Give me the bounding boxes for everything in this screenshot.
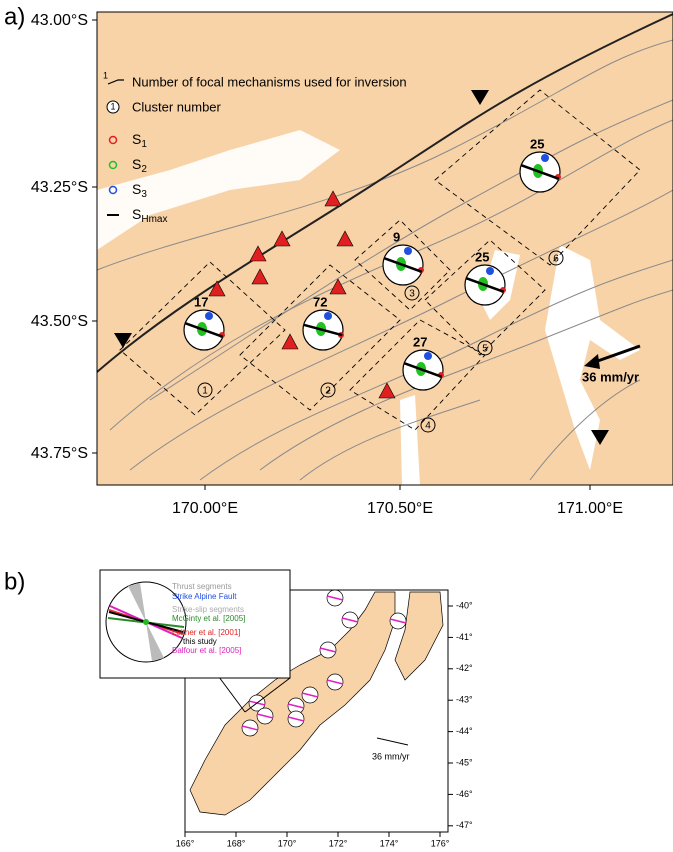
lon-tick-label: 166° (176, 838, 195, 848)
legend-sub: 1 (141, 139, 147, 150)
lon-tick-label: 168° (227, 838, 246, 848)
s3-cloud (541, 154, 549, 162)
panel-a: a) 17 1 72 2 9 3 27 4 25 5 25 6 (4, 3, 673, 517)
lat-tick-label: -46° (456, 789, 473, 799)
legend-text: Leitner et al. [2001] (172, 628, 241, 637)
lat-tick-label: 43.00°S (31, 12, 88, 29)
legend-text: Number of focal mechanisms used for inve… (132, 74, 407, 89)
lat-tick-label: 43.25°S (31, 179, 88, 196)
cluster-count: 9 (393, 229, 400, 244)
legend-text: Cluster number (132, 99, 222, 114)
cluster-number: 4 (425, 421, 431, 432)
lat-tick-label: -43° (456, 695, 473, 705)
legend-sub: Hmax (141, 214, 167, 225)
s3-cloud (324, 312, 332, 320)
s3-cloud (486, 267, 494, 275)
lat-tick-label: -44° (456, 726, 473, 736)
cluster-count: 72 (313, 294, 327, 309)
lon-tick-label: 170.00°E (172, 500, 238, 517)
lat-tick-label: -45° (456, 757, 473, 767)
legend-text: Strike-slip segments (172, 605, 244, 614)
lon-tick-label: 170.50°E (367, 500, 433, 517)
legend-main: S (132, 206, 141, 222)
lon-tick-label: 176° (431, 838, 450, 848)
legend-symbol-text: 1 (110, 101, 115, 111)
panel-label: b) (4, 568, 25, 595)
cluster-number: 5 (482, 344, 488, 355)
legend-text: McGinty et al. [2005] (172, 614, 245, 623)
figure: a) 17 1 72 2 9 3 27 4 25 5 25 6 (0, 0, 673, 852)
cluster-count: 25 (530, 136, 544, 151)
cluster-count: 25 (475, 249, 489, 264)
legend-text: Strike Alpine Fault (172, 592, 237, 601)
panel-label: a) (4, 3, 25, 30)
velocity-label: 36 mm/yr (372, 751, 410, 761)
legend-symbol-text: 1 (103, 70, 108, 80)
lat-tick-label: -40° (456, 600, 473, 610)
cluster-number: 1 (202, 386, 208, 397)
lat-tick-label: 43.50°S (31, 313, 88, 330)
s3-cloud (205, 312, 213, 320)
s3-cloud (404, 247, 412, 255)
legend-sub: 2 (141, 164, 147, 175)
lat-tick-label: -42° (456, 663, 473, 673)
lon-tick-label: 172° (329, 838, 348, 848)
lat-tick-label: -47° (456, 820, 473, 830)
cluster-count: 17 (194, 294, 208, 309)
cluster-count: 27 (413, 334, 427, 349)
cluster-number: 2 (325, 386, 331, 397)
lat-tick-label: 43.75°S (31, 445, 88, 462)
legend-main: S (132, 181, 141, 197)
lon-tick-label: 171.00°E (557, 500, 623, 517)
lon-tick-label: 170° (278, 838, 297, 848)
legend-text: this study (183, 637, 217, 646)
legend-main: S (132, 156, 141, 172)
cluster-number: 3 (409, 289, 415, 300)
legend-text: Balfour et al. [2005] (172, 646, 241, 655)
s3-cloud (424, 352, 432, 360)
lon-tick-label: 174° (380, 838, 399, 848)
velocity-label: 36 mm/yr (582, 369, 639, 384)
s2 (143, 619, 149, 625)
legend-text: Thrust segments (172, 582, 232, 591)
legend-main: S (132, 131, 141, 147)
cluster-number: 6 (553, 254, 559, 265)
lat-tick-label: -41° (456, 632, 473, 642)
legend-sub: 3 (141, 189, 147, 200)
